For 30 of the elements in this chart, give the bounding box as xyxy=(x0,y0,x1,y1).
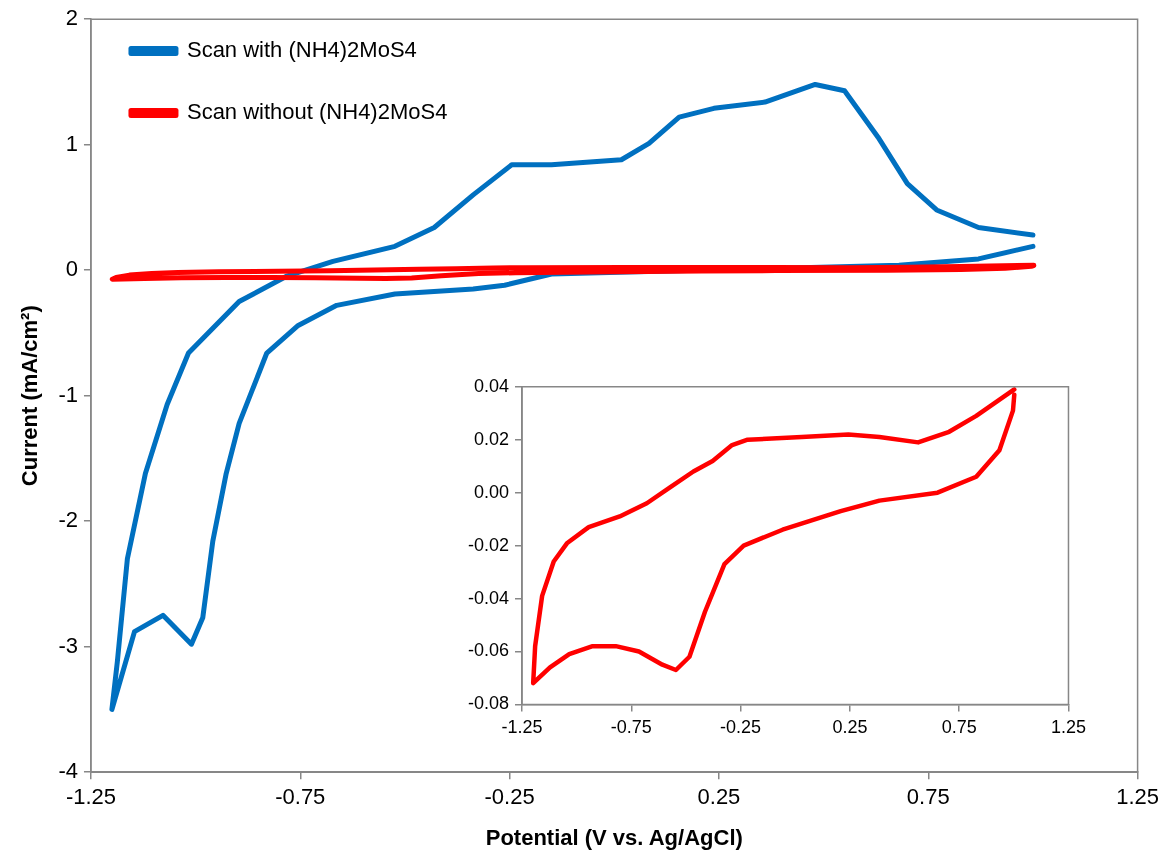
y-tick-label: -0.06 xyxy=(468,640,510,661)
x-tick-label: -1.25 xyxy=(501,717,543,738)
y-tick-label: 0.04 xyxy=(473,375,510,396)
x-tick-label: 0.75 xyxy=(941,717,977,738)
x-tick-label: 0.25 xyxy=(832,717,868,738)
y-tick-label: 0.02 xyxy=(473,428,510,449)
y-tick-label: -0.04 xyxy=(468,587,510,608)
x-tick-label: 1.25 xyxy=(1050,717,1087,738)
y-tick-label: -2 xyxy=(58,507,78,533)
legend-label: Scan with (NH4)2MoS4 xyxy=(186,37,417,63)
y-tick-label: 0 xyxy=(65,256,78,282)
y-tick-label: -1 xyxy=(58,381,78,407)
legend-label: Scan without (NH4)2MoS4 xyxy=(186,99,448,125)
y-tick-label: -0.02 xyxy=(468,534,510,555)
x-tick-label: 1.25 xyxy=(1116,784,1159,810)
y-tick-label: 0.00 xyxy=(473,481,510,502)
x-tick-label: 0.75 xyxy=(906,784,950,810)
x-axis-title: Potential (V vs. Ag/AgCl) xyxy=(485,824,743,850)
x-tick-label: -0.75 xyxy=(275,784,326,810)
x-tick-label: -1.25 xyxy=(65,784,117,810)
y-tick-label: -0.08 xyxy=(468,693,510,714)
x-tick-label: -0.25 xyxy=(484,784,535,810)
y-axis-title: Current (mA/cm²) xyxy=(17,305,43,487)
y-tick-label: 2 xyxy=(65,5,78,31)
y-tick-label: -4 xyxy=(58,758,78,784)
x-tick-label: 0.25 xyxy=(697,784,741,810)
y-tick-label: 1 xyxy=(65,130,78,156)
x-tick-label: -0.75 xyxy=(610,717,652,738)
y-tick-label: -3 xyxy=(58,632,78,658)
x-tick-label: -0.25 xyxy=(720,717,762,738)
